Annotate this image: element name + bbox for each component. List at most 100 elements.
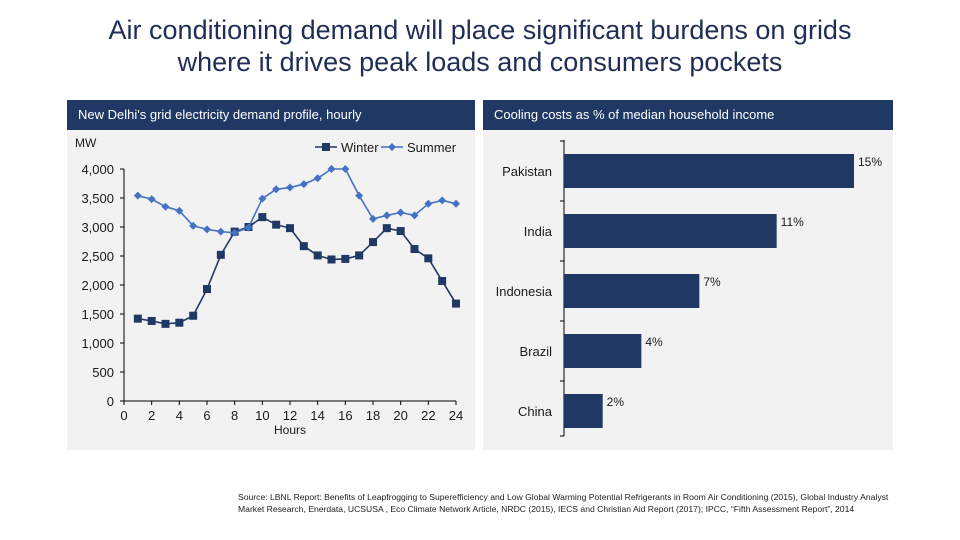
x-tick-label: 24: [449, 408, 463, 423]
winter-point: [369, 238, 377, 247]
bar-india: [564, 214, 777, 248]
winter-point: [189, 311, 198, 320]
winter-point: [272, 220, 281, 229]
winter-point: [452, 299, 460, 308]
summer-point: [230, 228, 239, 237]
winter-point: [410, 245, 419, 254]
demand-chart-title: New Delhi's grid electricity demand prof…: [67, 100, 475, 130]
bar-value-label: 7%: [703, 275, 721, 289]
summer-point: [258, 194, 267, 203]
summer-point: [272, 185, 281, 194]
y-tick-label: 500: [92, 365, 114, 380]
winter-point: [161, 319, 170, 328]
summer-legend-marker: [388, 143, 396, 151]
y-tick-label: 3,000: [81, 220, 114, 235]
summer-point: [382, 211, 391, 220]
y-tick-label: 1,000: [81, 336, 114, 351]
category-label: India: [524, 224, 553, 239]
summer-point: [147, 195, 156, 204]
winter-point: [147, 316, 156, 325]
demand-line-chart: MW 0 500 1,000 1,500 2,000 2,500 3,000 3,500 4,00…: [75, 136, 463, 437]
summer-point: [313, 174, 322, 183]
summer-point: [410, 211, 419, 220]
winter-point: [258, 213, 267, 222]
x-tick-label: 16: [338, 408, 352, 423]
category-label: Pakistan: [502, 164, 552, 179]
x-tick-label: 6: [203, 408, 210, 423]
cooling-cost-panel: Cooling costs as % of median household i…: [483, 100, 893, 450]
bar-pakistan: [564, 154, 854, 188]
winter-point: [424, 254, 433, 263]
winter-legend-marker: [322, 143, 330, 151]
winter-point: [382, 224, 391, 233]
summer-point: [438, 196, 447, 205]
summer-point: [133, 191, 142, 200]
winter-point: [216, 250, 225, 259]
slide-title: Air conditioning demand will place signi…: [40, 14, 920, 78]
summer-point: [355, 191, 364, 200]
bar-value-label: 15%: [858, 155, 882, 169]
x-tick-label: 10: [255, 408, 269, 423]
winter-point: [438, 276, 447, 285]
winter-point: [203, 285, 211, 294]
x-tick-label: 20: [393, 408, 407, 423]
x-tick-label: 14: [310, 408, 324, 423]
winter-point: [175, 318, 184, 327]
x-tick-label: 2: [148, 408, 155, 423]
summer-point: [452, 199, 460, 208]
x-axis-label: Hours: [274, 423, 306, 437]
summer-point: [189, 221, 198, 230]
y-tick-label: 4,000: [81, 162, 114, 177]
summer-legend-label: Summer: [407, 140, 457, 155]
y-axis-label: MW: [75, 136, 97, 150]
summer-point: [203, 225, 211, 234]
category-label: Indonesia: [496, 284, 553, 299]
winter-point: [355, 251, 364, 260]
y-tick-label: 0: [107, 394, 114, 409]
bar-indonesia: [564, 274, 700, 308]
source-note: Source: LBNL Report: Benefits of Leapfro…: [238, 492, 889, 514]
bar-value-label: 4%: [645, 335, 663, 349]
bar-brazil: [564, 334, 642, 368]
winter-point: [341, 254, 350, 263]
cooling-bar-chart: Pakistan 15% India 11% Indonesia 7% Brazil 4% Ch…: [496, 140, 882, 437]
winter-legend-label: Winter: [341, 140, 379, 155]
demand-profile-panel: New Delhi's grid electricity demand prof…: [67, 100, 475, 450]
summer-point: [341, 165, 350, 173]
category-label: China: [518, 404, 553, 419]
x-tick-label: 18: [366, 408, 380, 423]
x-tick-label: 22: [421, 408, 435, 423]
summer-point: [396, 208, 405, 217]
summer-point: [216, 227, 225, 236]
summer-point: [244, 223, 253, 232]
winter-point: [313, 251, 322, 260]
bar-china: [564, 394, 603, 428]
summer-point: [286, 183, 294, 192]
y-tick-label: 3,500: [81, 191, 114, 206]
summer-point: [424, 199, 433, 208]
summer-line: [137, 168, 457, 234]
y-tick-label: 1,500: [81, 307, 114, 322]
category-label: Brazil: [519, 344, 552, 359]
y-tick-label: 2,000: [81, 278, 114, 293]
y-tick-label: 2,500: [81, 249, 114, 264]
summer-point: [175, 206, 184, 215]
bar-value-label: 2%: [607, 395, 625, 409]
winter-point: [327, 255, 336, 264]
winter-line: [137, 216, 457, 325]
winter-point: [299, 242, 308, 251]
winter-point: [396, 227, 405, 236]
x-tick-label: 0: [120, 408, 127, 423]
cooling-chart-title: Cooling costs as % of median household i…: [483, 100, 893, 130]
winter-point: [133, 314, 142, 323]
x-tick-label: 4: [176, 408, 183, 423]
x-tick-label: 8: [231, 408, 238, 423]
bar-value-label: 11%: [781, 215, 804, 229]
summer-point: [327, 165, 336, 173]
summer-point: [161, 202, 170, 211]
slide-title-line-1: Air conditioning demand will place signi…: [108, 15, 852, 45]
slide-title-line-2: where it drives peak loads and consumers…: [177, 47, 783, 77]
winter-point: [286, 224, 294, 233]
x-tick-label: 12: [283, 408, 297, 423]
summer-point: [369, 214, 377, 223]
